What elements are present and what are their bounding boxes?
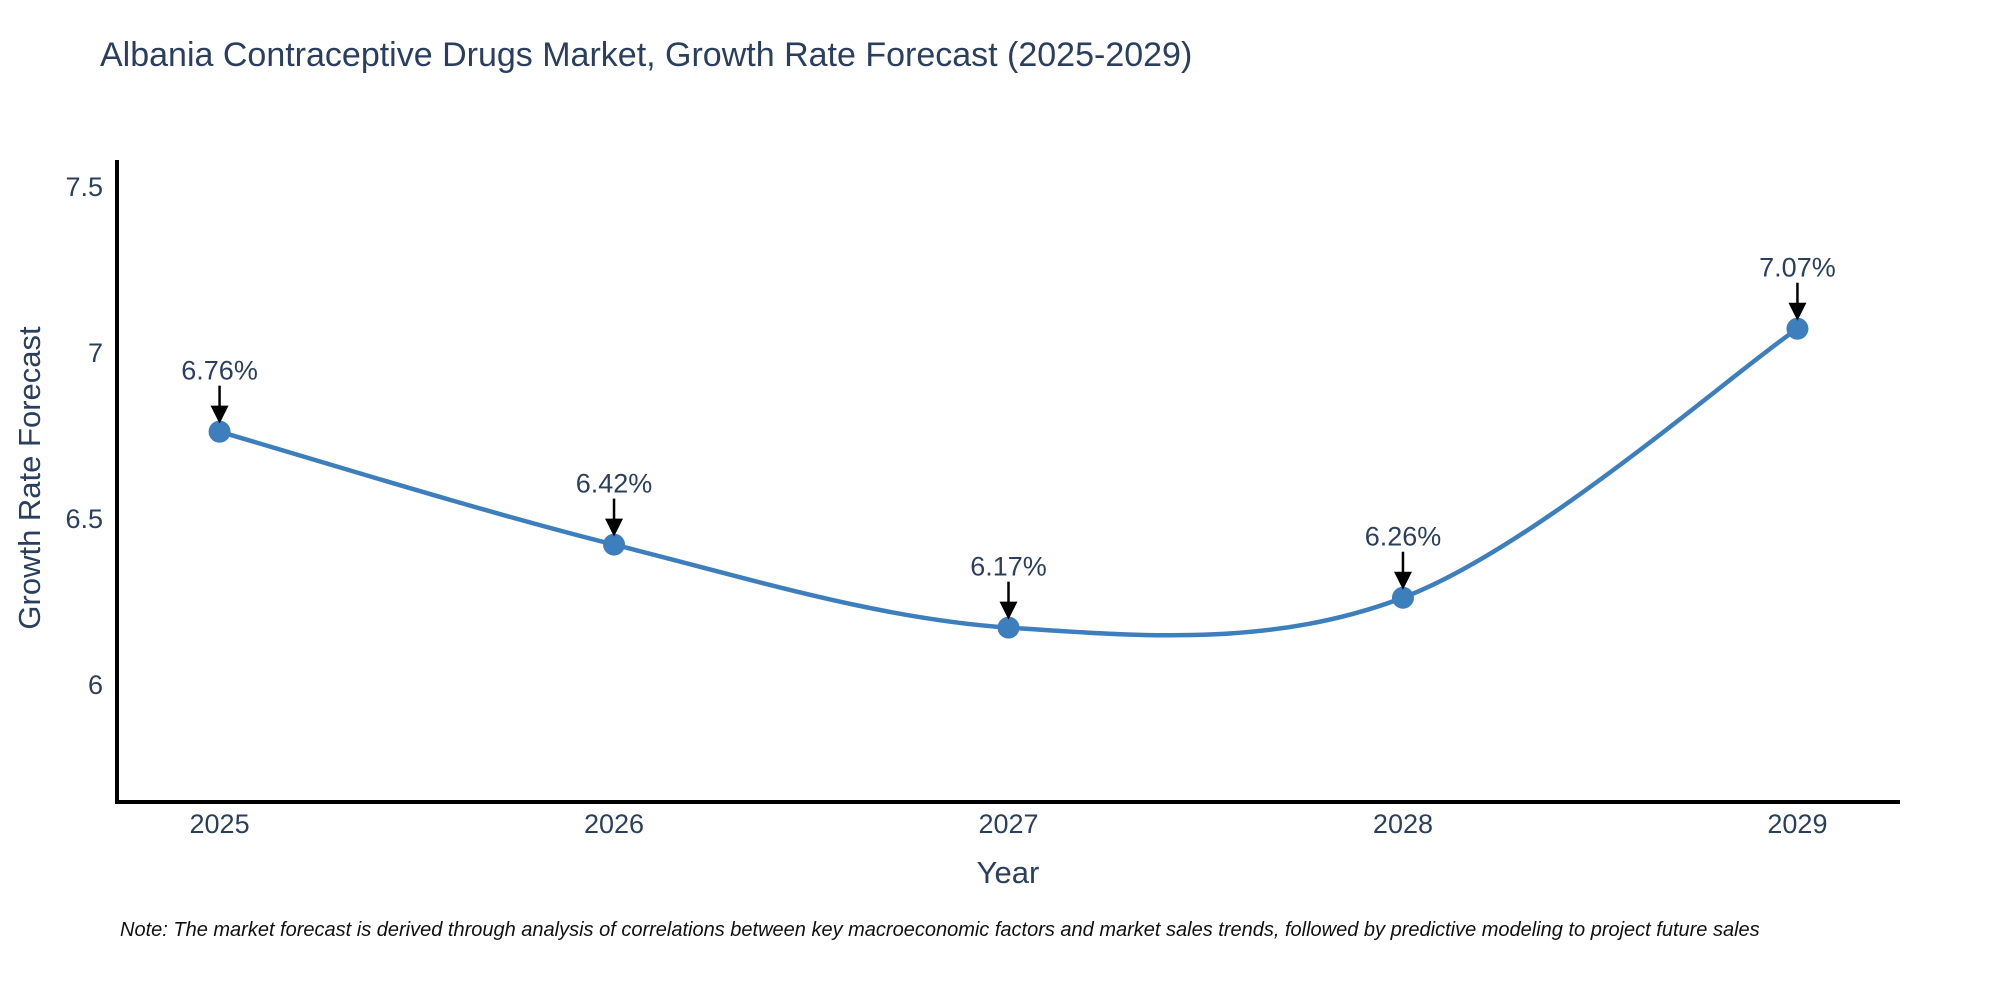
x-tick-label: 2029 — [1767, 809, 1827, 839]
annotation-arrowhead — [999, 601, 1018, 620]
x-tick-label: 2027 — [978, 809, 1038, 839]
y-tick-label: 7 — [88, 338, 103, 368]
x-tick-label: 2026 — [584, 809, 644, 839]
annotation-label: 6.17% — [970, 552, 1047, 582]
annotation-label: 6.76% — [181, 356, 258, 386]
y-tick-label: 7.5 — [65, 172, 103, 202]
annotation-label: 6.26% — [1365, 522, 1442, 552]
x-tick-label: 2028 — [1373, 809, 1433, 839]
data-point-marker — [603, 533, 626, 556]
annotation-label: 6.42% — [576, 469, 653, 499]
y-tick-label: 6 — [88, 670, 103, 700]
y-tick-label: 6.5 — [65, 504, 103, 534]
x-tick-label: 2025 — [190, 809, 250, 839]
axis-lines — [115, 160, 1900, 804]
x-axis-title: Year — [976, 855, 1040, 890]
data-point-marker — [997, 616, 1020, 639]
footnote: Note: The market forecast is derived thr… — [120, 919, 1760, 941]
data-point-marker — [1391, 586, 1414, 609]
annotation-label: 7.07% — [1759, 253, 1836, 283]
annotation-arrowhead — [605, 518, 624, 537]
annotation-arrowhead — [210, 405, 229, 424]
data-point-marker — [1786, 317, 1809, 340]
annotation-arrowhead — [1788, 302, 1807, 321]
chart-title: Albania Contraceptive Drugs Market, Grow… — [100, 36, 1193, 74]
data-point-marker — [208, 420, 231, 443]
annotation-arrowhead — [1393, 571, 1412, 590]
